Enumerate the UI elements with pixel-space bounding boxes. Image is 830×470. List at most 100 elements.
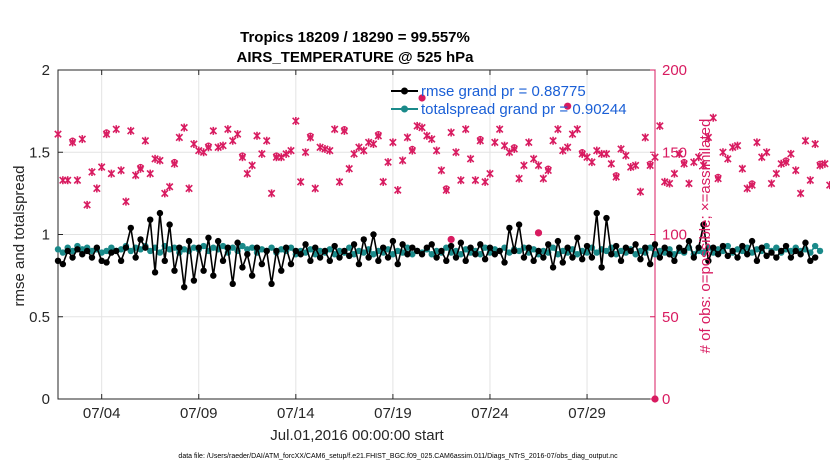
obs-assimilated-marker xyxy=(224,125,232,134)
rmse-point xyxy=(54,257,62,265)
rmse-point xyxy=(680,247,688,255)
obs-assimilated-marker xyxy=(607,159,616,168)
rmse-point xyxy=(695,244,702,251)
totalspread-point xyxy=(724,242,732,250)
rmse-point xyxy=(700,221,707,228)
totalspread-point xyxy=(79,246,86,253)
totalspread-point xyxy=(409,251,416,258)
totalspread-point xyxy=(54,246,62,253)
rmse-point xyxy=(117,257,125,265)
obs-assimilated-marker xyxy=(534,161,543,170)
rmse-point xyxy=(472,251,479,258)
rmse-point xyxy=(268,280,275,288)
rmse-point xyxy=(253,244,261,251)
y-axis-label-left: rmse and totalspread xyxy=(11,166,28,307)
rmse-point xyxy=(200,267,207,274)
obs-assimilated-marker xyxy=(709,113,718,122)
x-tick-label: 07/19 xyxy=(374,405,412,422)
rmse-point xyxy=(151,269,159,276)
totalspread-point xyxy=(462,246,469,253)
totalspread-point xyxy=(603,247,610,255)
rmse-point xyxy=(409,244,416,251)
obs-assimilated-marker xyxy=(369,140,378,149)
rmse-point xyxy=(637,255,644,263)
y-axis-label-right: # of obs: o=possible; ×=assimilated xyxy=(697,119,714,354)
rmse-point xyxy=(506,224,513,232)
rmse-point xyxy=(515,221,523,228)
rmse-point xyxy=(710,244,717,251)
totalspread-point xyxy=(811,242,819,250)
obs-assimilated-marker xyxy=(228,136,237,145)
totalspread-point xyxy=(370,251,377,258)
obs-assimilated-marker xyxy=(330,125,339,134)
rmse-point xyxy=(248,272,256,279)
rmse-point xyxy=(214,237,222,245)
totalspread-point xyxy=(700,249,707,256)
obs-assimilated-marker xyxy=(360,146,368,155)
obs-assimilated-marker xyxy=(733,141,742,150)
totalspread-point xyxy=(244,246,251,253)
obs-assimilated-marker xyxy=(326,146,334,155)
totalspread-point xyxy=(748,249,756,256)
obs-assimilated-marker xyxy=(728,143,737,152)
obs-assimilated-marker xyxy=(292,116,300,125)
rmse-point xyxy=(224,244,232,251)
y-tick-label-right: 100 xyxy=(662,227,687,244)
totalspread-point xyxy=(200,242,207,250)
obs-assimilated-marker xyxy=(505,148,514,157)
totalspread-point xyxy=(574,251,581,258)
obs-assimilated-marker xyxy=(447,128,455,137)
y-tick-label-right: 200 xyxy=(662,62,687,79)
obs-assimilated-marker xyxy=(316,143,324,152)
extra-point xyxy=(651,395,659,403)
obs-assimilated-marker xyxy=(161,189,169,198)
rmse-point xyxy=(297,251,304,258)
x-tick-label: 07/24 xyxy=(471,405,509,422)
rmse-point xyxy=(258,260,266,268)
title-line-1: Tropics 18209 / 18290 = 99.557% xyxy=(240,29,470,46)
obs-assimilated-marker xyxy=(423,131,431,140)
rmse-point xyxy=(307,257,314,265)
totalspread-point xyxy=(210,244,217,251)
rmse-point xyxy=(802,239,809,246)
obs-assimilated-marker xyxy=(73,176,82,185)
obs-assimilated-marker xyxy=(592,146,601,155)
rmse-point xyxy=(511,247,518,255)
obs-assimilated-marker xyxy=(175,133,184,142)
rmse-point xyxy=(350,241,358,248)
totalspread-point xyxy=(773,244,780,251)
legend: rmse grand pr = 0.88775 totalspread gran… xyxy=(391,83,627,118)
totalspread-point xyxy=(103,247,110,255)
footnote: data file: /Users/raeder/DAI/ATM_forcXX/… xyxy=(178,453,618,460)
obs-assimilated-marker xyxy=(122,197,130,206)
obs-assimilated-marker xyxy=(243,169,252,178)
obs-assimilated-marker xyxy=(54,130,62,139)
y-tick-label-left: 0.5 xyxy=(29,309,50,326)
rmse-point xyxy=(195,244,202,251)
rmse-point xyxy=(142,244,149,251)
obs-possible-marker xyxy=(171,158,178,166)
obs-assimilated-marker xyxy=(796,189,805,198)
obs-assimilated-marker xyxy=(641,133,650,142)
obs-assimilated-marker xyxy=(704,133,713,142)
obs-assimilated-marker xyxy=(83,200,91,209)
totalspread-point xyxy=(506,249,513,256)
rmse-point xyxy=(156,209,164,217)
obs-possible-marker xyxy=(477,135,484,143)
totalspread-point xyxy=(268,244,275,251)
obs-possible-marker xyxy=(748,180,756,187)
rmse-point xyxy=(239,264,246,271)
obs-assimilated-marker xyxy=(617,144,625,153)
obs-assimilated-marker xyxy=(127,126,135,135)
totalspread-point xyxy=(287,244,295,251)
y-tick-label-right: 150 xyxy=(662,144,687,161)
obs-assimilated-marker xyxy=(63,176,72,185)
obs-assimilated-marker xyxy=(675,149,684,158)
obs-assimilated-marker xyxy=(471,176,480,185)
totalspread-point xyxy=(443,244,450,251)
rmse-point xyxy=(321,247,329,255)
obs-assimilated-marker xyxy=(656,121,664,130)
rmse-point xyxy=(612,242,620,250)
extra-point xyxy=(418,94,426,102)
rmse-point xyxy=(676,244,683,251)
